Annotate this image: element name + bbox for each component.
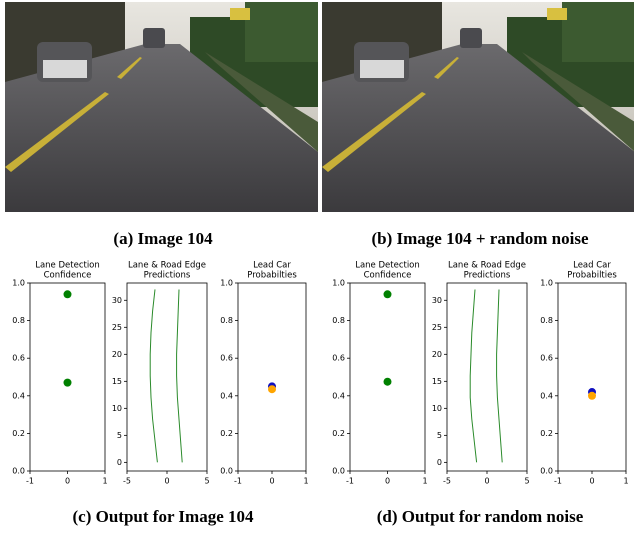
chart-title: Predictions [144, 271, 191, 281]
y-tick-label: 0.4 [540, 391, 553, 400]
y-tick-label: 20 [112, 350, 122, 359]
caption: (c) Output for Image 104 [73, 507, 254, 526]
lane-line [470, 289, 476, 462]
plot-frame [30, 283, 105, 471]
x-tick-label: -5 [443, 477, 451, 486]
chart-title: Probabilties [247, 271, 297, 281]
x-tick-label: 5 [204, 477, 209, 486]
y-tick-label: 25 [112, 323, 122, 332]
y-tick-label: 1.0 [540, 279, 553, 288]
plot-frame [127, 283, 207, 471]
y-tick-label: 0.4 [220, 391, 233, 400]
x-tick-label: 0 [269, 477, 274, 486]
y-tick-label: 15 [112, 377, 122, 386]
y-tick-label: 0 [437, 458, 442, 467]
x-tick-label: 0 [385, 477, 390, 486]
x-tick-label: 1 [623, 477, 628, 486]
x-tick-label: 0 [589, 477, 594, 486]
chart-title: Lane & Road Edge [448, 261, 526, 271]
caption: (a) Image 104 [113, 229, 213, 248]
plot-frame [558, 283, 626, 471]
point [64, 290, 72, 298]
y-tick-label: 25 [432, 323, 442, 332]
lane-line [177, 289, 183, 462]
y-tick-label: 0.6 [332, 354, 345, 363]
y-tick-label: 20 [432, 350, 442, 359]
x-tick-label: -1 [234, 477, 242, 486]
x-tick-label: 1 [303, 477, 308, 486]
caption: (b) Image 104 + random noise [372, 229, 589, 248]
x-tick-label: -1 [26, 477, 34, 486]
y-tick-label: 30 [432, 296, 442, 305]
chart-title: Lead Car [573, 261, 611, 271]
x-tick-label: 0 [164, 477, 169, 486]
y-tick-label: 0.6 [220, 354, 233, 363]
point [268, 385, 276, 393]
y-tick-label: 0.0 [220, 467, 233, 476]
figure-canvas: (a) Image 104 (b) Image 104 + random noi… [0, 0, 634, 533]
lane-line [150, 289, 157, 462]
y-tick-label: 0 [117, 458, 122, 467]
lane-line [497, 289, 503, 462]
y-tick-label: 0.8 [220, 316, 233, 325]
x-tick-label: 0 [484, 477, 489, 486]
plot-frame [350, 283, 425, 471]
y-tick-label: 0.0 [540, 467, 553, 476]
point [384, 378, 392, 386]
y-tick-label: 0.0 [12, 467, 25, 476]
chart-title: Lane Detection [35, 261, 100, 271]
chart-title: Predictions [464, 271, 511, 281]
plot-frame [447, 283, 527, 471]
noisy-road-photo [322, 2, 634, 212]
y-tick-label: 0.0 [332, 467, 345, 476]
chart-title: Confidence [44, 271, 92, 281]
y-tick-label: 10 [112, 404, 122, 413]
chart-title: Lead Car [253, 261, 291, 271]
y-tick-label: 15 [432, 377, 442, 386]
y-tick-label: 0.8 [332, 316, 345, 325]
y-tick-label: 0.4 [12, 391, 25, 400]
y-tick-label: 0.2 [220, 429, 233, 438]
y-tick-label: 1.0 [220, 279, 233, 288]
chart-title: Probabilties [567, 271, 617, 281]
chart-title: Lane Detection [355, 261, 420, 271]
y-tick-label: 0.6 [12, 354, 25, 363]
y-tick-label: 0.6 [540, 354, 553, 363]
y-tick-label: 0.2 [12, 429, 25, 438]
x-tick-label: -5 [123, 477, 131, 486]
road-photo [5, 2, 318, 212]
point [64, 379, 72, 387]
y-tick-label: 30 [112, 296, 122, 305]
x-tick-label: 0 [65, 477, 70, 486]
figure: (a) Image 104 (b) Image 104 + random noi… [0, 0, 634, 533]
x-tick-label: 1 [422, 477, 427, 486]
x-tick-label: 1 [102, 477, 107, 486]
y-tick-label: 0.2 [540, 429, 553, 438]
y-tick-label: 5 [117, 431, 122, 440]
y-tick-label: 0.2 [332, 429, 345, 438]
point [384, 290, 392, 298]
y-tick-label: 5 [437, 431, 442, 440]
y-tick-label: 10 [432, 404, 442, 413]
chart-title: Lane & Road Edge [128, 261, 206, 271]
x-tick-label: -1 [554, 477, 562, 486]
y-tick-label: 0.8 [12, 316, 25, 325]
point [588, 392, 596, 400]
y-tick-label: 0.4 [332, 391, 345, 400]
y-tick-label: 1.0 [332, 279, 345, 288]
x-tick-label: -1 [346, 477, 354, 486]
x-tick-label: 5 [524, 477, 529, 486]
y-tick-label: 1.0 [12, 279, 25, 288]
plot-frame [238, 283, 306, 471]
caption: (d) Output for random noise [377, 507, 584, 526]
y-tick-label: 0.8 [540, 316, 553, 325]
chart-title: Confidence [364, 271, 412, 281]
